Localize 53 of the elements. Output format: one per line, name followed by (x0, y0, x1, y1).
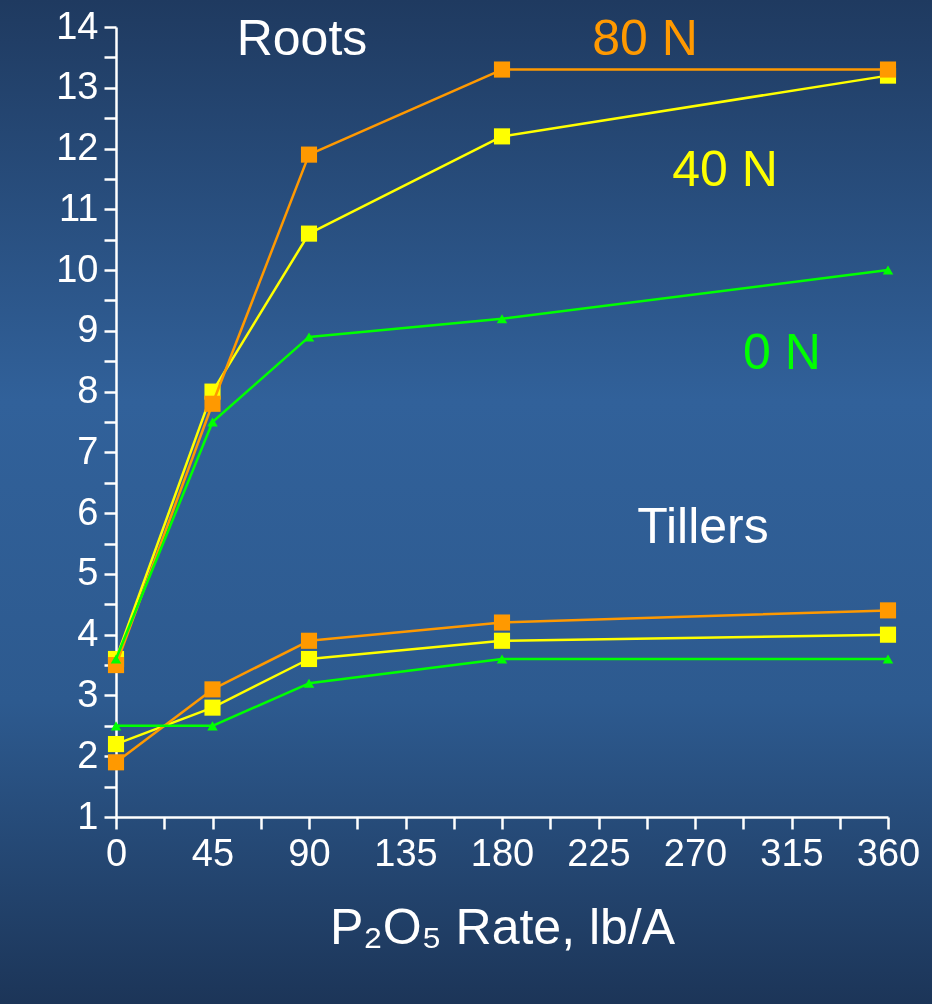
series-label: 40 N (672, 140, 778, 197)
x-tick-label: 270 (663, 831, 728, 874)
point (300, 632, 318, 649)
point (107, 754, 125, 771)
point (493, 128, 511, 145)
point (204, 395, 221, 412)
x-tick-label: 135 (374, 831, 438, 874)
point (303, 678, 315, 688)
y-tick-label: 3 (77, 672, 99, 715)
y-tick-label: 1 (77, 794, 99, 837)
x-axis-title: P₂O₅ Rate, lb/A (329, 898, 676, 955)
y-tick-label: 12 (56, 126, 99, 169)
x-tick-label: 315 (760, 831, 824, 874)
series-label: 0 N (743, 324, 821, 381)
y-tick-label: 9 (77, 308, 99, 351)
x-tick-label: 180 (470, 831, 535, 874)
annotation: Tillers (637, 498, 769, 554)
point (493, 61, 511, 78)
x-tick-label: 360 (856, 831, 921, 874)
x-tick-label: 225 (567, 831, 631, 874)
point (204, 681, 221, 698)
annotation: Roots (236, 10, 368, 66)
point (300, 146, 318, 163)
point (300, 225, 318, 242)
point (204, 699, 221, 716)
point (882, 654, 894, 664)
y-tick-label: 7 (77, 429, 99, 472)
point (496, 314, 508, 324)
point (207, 417, 218, 427)
y-tick-label: 10 (56, 247, 99, 290)
point (882, 265, 894, 275)
point (493, 632, 511, 649)
series-label: 80 N (592, 9, 698, 66)
y-tick-label: 2 (77, 733, 99, 776)
y-tick-label: 5 (77, 551, 99, 594)
point (207, 721, 218, 731)
point (879, 626, 897, 643)
point (879, 602, 897, 619)
point (493, 614, 511, 631)
y-tick-label: 8 (77, 369, 99, 412)
y-tick-label: 14 (56, 4, 99, 47)
y-tick-label: 13 (56, 65, 99, 108)
point (107, 736, 125, 753)
y-tick-label: 11 (59, 186, 99, 229)
x-tick-label: 90 (288, 831, 331, 874)
x-tick-label: 0 (105, 831, 128, 874)
point (300, 650, 318, 668)
point (879, 61, 897, 78)
y-tick-label: 4 (77, 612, 99, 655)
y-tick-label: 6 (77, 490, 99, 533)
x-tick-label: 45 (191, 831, 235, 874)
point (110, 721, 122, 731)
point (496, 654, 508, 664)
